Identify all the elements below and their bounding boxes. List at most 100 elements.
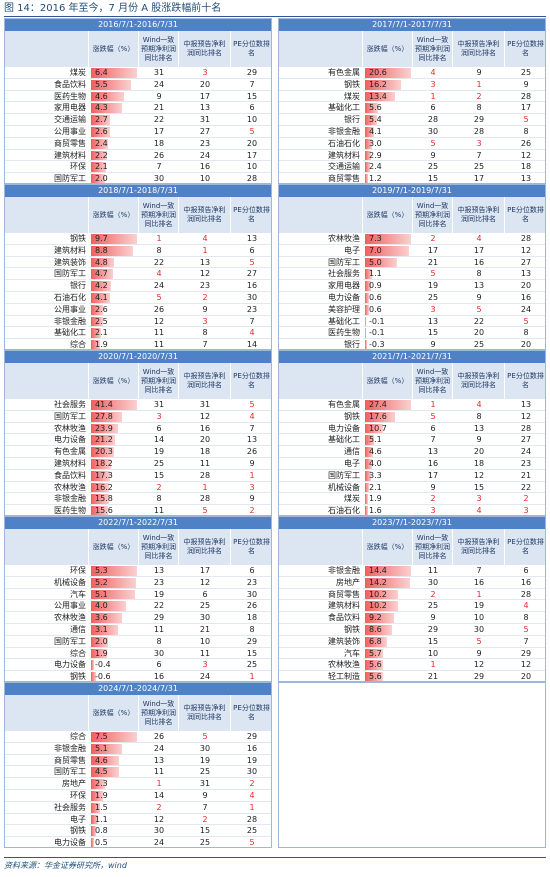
change-value: -0.4 <box>95 660 111 670</box>
change-value: 14.2 <box>369 577 387 587</box>
change-bar <box>365 447 373 457</box>
change-bar <box>365 68 411 78</box>
period-header: 2024/7/1-2024/7/31 <box>5 683 271 695</box>
change-cell: 27.4 <box>363 399 413 411</box>
change-bar <box>91 672 97 681</box>
sector-name: 食品饮料 <box>5 79 86 91</box>
change-cell: 5.1 <box>89 589 139 601</box>
sector-name: 非银金融 <box>5 493 86 506</box>
change-value: 5.6 <box>369 103 382 113</box>
change-cell: 1.1 <box>89 814 139 826</box>
rank-value: 17 <box>413 245 453 257</box>
rank-value: 17 <box>505 102 545 115</box>
rank-value: 10 <box>413 648 453 660</box>
rank-value: 24 <box>179 150 231 162</box>
rank-value: 28 <box>413 114 453 126</box>
change-bar <box>365 316 366 327</box>
rank-value: 25 <box>231 659 271 672</box>
change-bar <box>91 601 126 612</box>
sector-name: 电力设备 <box>279 423 360 435</box>
rank-value: 24 <box>505 304 545 316</box>
column-header: PE分位数排名 <box>231 197 271 233</box>
rank-value: 31 <box>179 399 231 411</box>
rank-value: 12 <box>505 245 545 257</box>
column-header: PE分位数排名 <box>231 31 271 67</box>
change-bar <box>365 127 375 137</box>
rank-value: 23 <box>179 280 231 292</box>
change-value: 3.6 <box>95 613 108 623</box>
rank-value: 8 <box>179 327 231 340</box>
change-bar <box>365 411 395 422</box>
rank-value: 31 <box>139 67 179 79</box>
rank-value: 5 <box>139 292 179 304</box>
rank-value: 13 <box>413 316 453 328</box>
sector-name: 环保 <box>5 161 86 174</box>
change-value: 20.6 <box>369 68 387 77</box>
sector-name: 建筑材料 <box>279 150 360 162</box>
rank-value: 16 <box>505 577 545 589</box>
sector-name: 交通运输 <box>279 161 360 174</box>
rank-value: 10 <box>231 161 271 174</box>
rank-value: 19 <box>231 755 271 767</box>
rank-value: 6 <box>139 423 179 435</box>
change-value: 0.8 <box>95 826 108 836</box>
rank-value: 29 <box>231 731 271 743</box>
source-note: 资料来源：华金证券研究所，wind <box>4 857 546 871</box>
period-header: 2023/7/1-2023/7/31 <box>279 517 545 529</box>
change-value: 5.4 <box>369 115 382 125</box>
sector-name: 国防军工 <box>5 173 86 183</box>
rank-value: 28 <box>453 126 505 138</box>
rank-value: 5 <box>231 126 271 138</box>
rank-value: 4 <box>139 268 179 281</box>
change-cell: 9.7 <box>89 233 139 245</box>
change-cell: 1.6 <box>363 505 413 515</box>
change-bar <box>365 470 371 481</box>
sector-name: 银行 <box>279 114 360 126</box>
sector-name: 医药生物 <box>279 327 360 340</box>
change-bar <box>91 138 109 149</box>
sector-name: 食品饮料 <box>279 612 360 624</box>
column-header <box>279 31 363 67</box>
sector-name: 钢铁 <box>5 825 86 838</box>
change-cell: 10.7 <box>363 423 413 435</box>
rank-value: 12 <box>179 268 231 281</box>
change-value: 21.2 <box>95 435 113 445</box>
change-value: 27.4 <box>369 400 387 409</box>
change-value: -0.1 <box>369 316 385 326</box>
change-bar <box>91 447 114 457</box>
change-value: 4.5 <box>95 767 108 777</box>
change-bar <box>365 245 410 256</box>
rank-value: 20 <box>179 434 231 447</box>
column-header: 中报预告净利润同比排名 <box>179 197 231 233</box>
change-cell: 2.5 <box>89 316 139 328</box>
change-value: 1.9 <box>95 340 108 350</box>
rank-value: 13 <box>413 446 453 458</box>
rank-value: 17 <box>453 173 505 183</box>
change-cell: 4.6 <box>89 91 139 103</box>
rank-value: 13 <box>231 434 271 447</box>
change-cell: 16.2 <box>89 482 139 494</box>
change-cell: 4.6 <box>89 755 139 767</box>
change-cell: 16.2 <box>363 79 413 91</box>
change-cell: 17.6 <box>363 411 413 423</box>
change-cell: 15.6 <box>89 505 139 515</box>
sector-name: 基础化工 <box>279 316 360 328</box>
rank-value: 15 <box>453 482 505 494</box>
sector-name: 有色金属 <box>279 399 360 411</box>
change-value: 0.9 <box>369 281 382 291</box>
column-header: 涨跌幅（%） <box>89 31 139 67</box>
rank-value: 16 <box>505 292 545 304</box>
change-bar <box>91 269 114 280</box>
sector-name: 公用事业 <box>5 304 86 316</box>
change-bar <box>91 589 136 600</box>
column-header <box>279 529 363 565</box>
sector-name: 电力设备 <box>279 292 360 304</box>
rank-value: 12 <box>453 659 505 672</box>
change-value: 2.2 <box>95 150 108 160</box>
sector-name: 银行 <box>279 339 360 349</box>
rank-value: 16 <box>453 257 505 269</box>
column-header: 涨跌幅（%） <box>89 695 139 731</box>
rank-value: 8 <box>505 327 545 340</box>
rank-value: 5 <box>231 257 271 269</box>
change-cell: 8.6 <box>363 624 413 636</box>
